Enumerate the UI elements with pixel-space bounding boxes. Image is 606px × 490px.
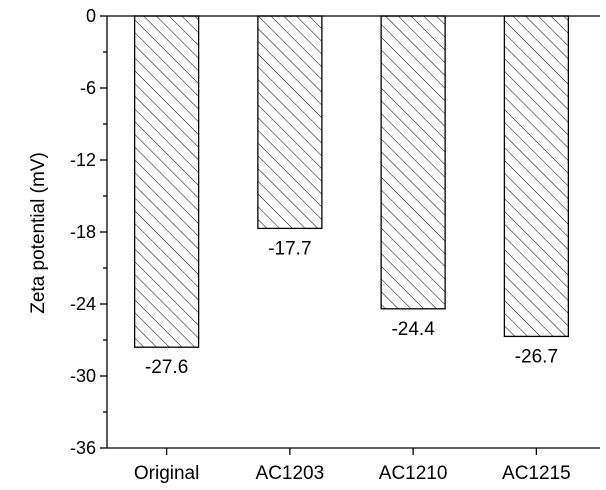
y-tick-label: -24 bbox=[70, 294, 96, 314]
data-label-original: -27.6 bbox=[145, 357, 188, 378]
bar-ac1210 bbox=[380, 15, 446, 310]
y-tick-label: -30 bbox=[70, 366, 96, 386]
bar-ac1203 bbox=[257, 15, 323, 230]
bar-ac1215 bbox=[503, 15, 570, 338]
y-tick-label: -6 bbox=[80, 78, 96, 98]
bars-group bbox=[133, 15, 570, 348]
y-tick-label: -12 bbox=[70, 150, 96, 170]
x-category-label: AC1203 bbox=[256, 463, 325, 484]
x-category-label: AC1210 bbox=[379, 463, 448, 484]
data-label-ac1215: -26.7 bbox=[515, 346, 558, 367]
y-ticks-group: 0 -6 -12 -18 -24 -30 -36 bbox=[70, 6, 107, 458]
x-ticks-group: Original AC1203 AC1210 AC1215 bbox=[134, 448, 571, 484]
x-category-label: AC1215 bbox=[502, 463, 571, 484]
y-tick-label: -18 bbox=[70, 222, 96, 242]
data-label-ac1210: -24.4 bbox=[391, 319, 435, 340]
data-labels-group: -27.6 -17.7 -24.4 -26.7 bbox=[145, 238, 558, 378]
y-tick-label: 0 bbox=[86, 6, 96, 26]
x-category-label: Original bbox=[134, 463, 199, 484]
y-axis-title: Zeta potential (mV) bbox=[28, 152, 49, 314]
bar-original bbox=[133, 15, 200, 348]
y-tick-label: -36 bbox=[70, 438, 96, 458]
data-label-ac1203: -17.7 bbox=[268, 238, 311, 259]
